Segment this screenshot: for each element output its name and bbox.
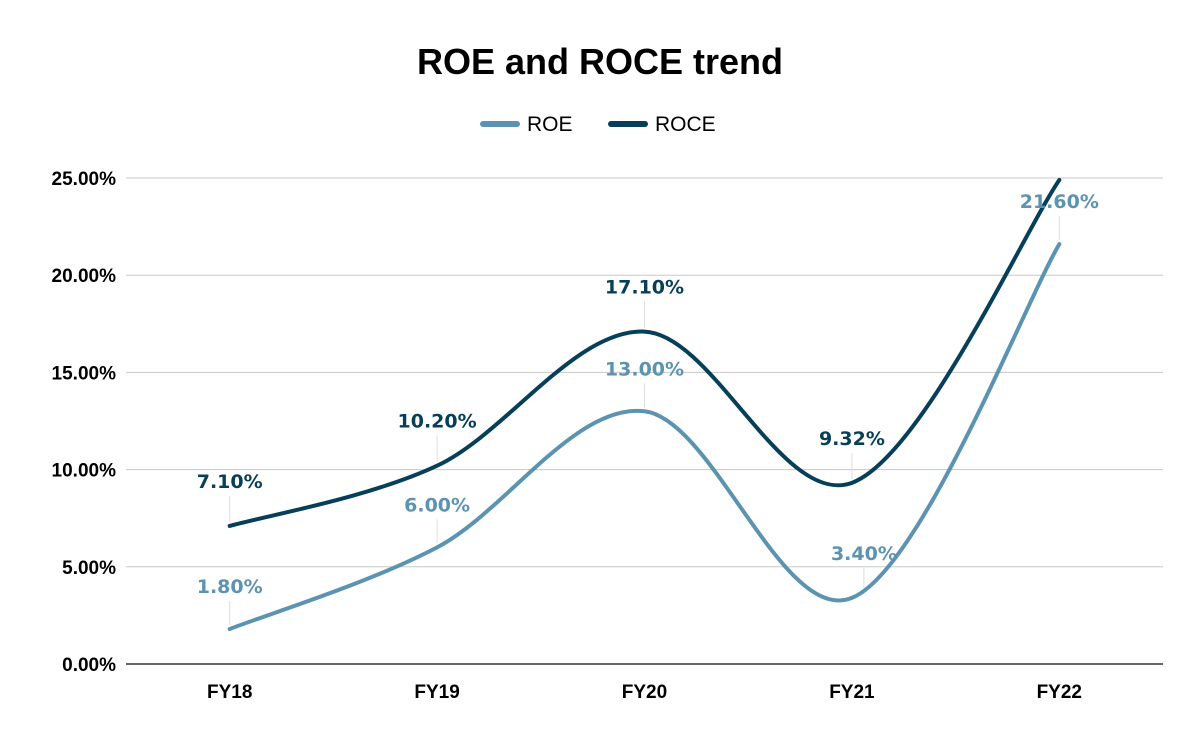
- y-tick-label: 10.00%: [52, 461, 117, 482]
- data-label-roce: 7.10%: [197, 471, 263, 493]
- legend-item-roe: ROE: [480, 113, 573, 136]
- series-line-roe: [227, 242, 1062, 632]
- x-axis: FY18 FY19 FY20 FY21 FY22: [207, 682, 1082, 703]
- label-leader-lines: [229, 216, 1060, 626]
- chart-title: ROE and ROCE trend: [417, 41, 783, 82]
- legend-label: ROE: [527, 113, 573, 136]
- data-label-roce: 9.32%: [819, 428, 885, 450]
- data-label-roe: 1.80%: [197, 576, 263, 598]
- x-tick-label: FY21: [829, 682, 875, 703]
- data-label-roe: 13.00%: [605, 358, 684, 380]
- x-tick-label: FY19: [414, 682, 459, 703]
- y-tick-label: 5.00%: [62, 558, 116, 579]
- data-label-roe: 21.60%: [1020, 191, 1099, 213]
- data-label-roe: 6.00%: [404, 494, 470, 516]
- y-tick-label: 20.00%: [52, 266, 117, 287]
- legend-label: ROCE: [655, 113, 716, 136]
- y-tick-label: 0.00%: [62, 655, 116, 676]
- legend-item-roce: ROCE: [608, 113, 716, 136]
- x-tick-label: FY18: [207, 682, 252, 703]
- y-axis: 0.00% 5.00% 10.00% 15.00% 20.00% 25.00%: [52, 169, 117, 676]
- legend: ROE ROCE: [480, 113, 716, 136]
- gridlines: [126, 177, 1163, 665]
- data-label-roe: 3.40%: [831, 543, 897, 565]
- x-tick-label: FY20: [622, 682, 667, 703]
- data-labels: 1.80% 6.00% 13.00% 3.40% 21.60% 7.10% 10.20% 17…: [197, 191, 1099, 598]
- series-lines: [227, 177, 1062, 632]
- data-label-roce: 17.10%: [605, 277, 684, 299]
- y-tick-label: 15.00%: [52, 363, 117, 384]
- x-tick-label: FY22: [1037, 682, 1082, 703]
- y-tick-label: 25.00%: [52, 169, 117, 190]
- series-line-roce: [227, 177, 1062, 528]
- data-label-roce: 10.20%: [398, 411, 477, 433]
